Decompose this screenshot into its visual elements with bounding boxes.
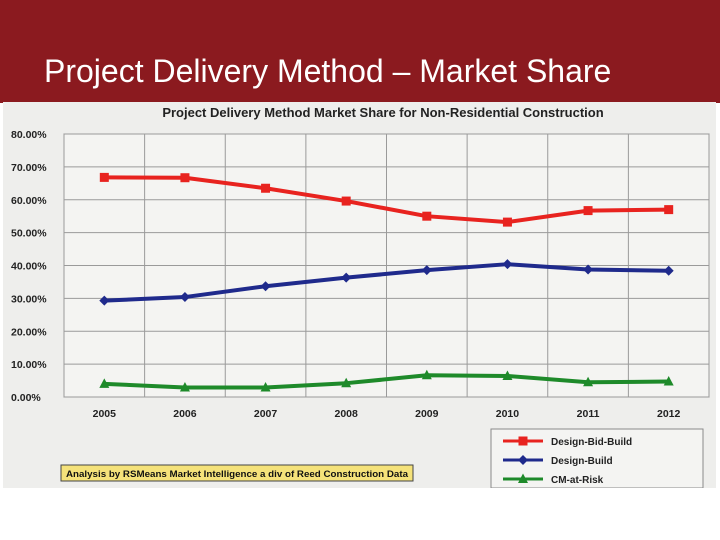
data-point-design-bid-build [502,217,512,227]
x-tick-label: 2012 [657,408,681,420]
data-point-cm-at-risk [502,370,513,380]
data-point-design-bid-build [422,211,432,221]
data-point-cm-at-risk [341,377,352,388]
y-tick-label: 10.00% [11,359,47,371]
data-point-design-build [179,292,190,303]
series-cm-at-risk [99,369,674,392]
y-tick-label: 80.00% [11,129,47,141]
y-tick-label: 70.00% [11,162,47,174]
market-share-chart: Project Delivery Method Market Share for… [11,105,710,488]
y-tick-label: 50.00% [11,228,47,240]
data-point-design-bid-build [180,173,190,183]
legend-marker-cm-at-risk [518,473,528,483]
x-tick-label: 2009 [415,408,439,420]
series-line-cm-at-risk [104,373,669,390]
data-point-cm-at-risk [179,381,190,392]
legend-label-cm-at-risk: CM-at-Risk [551,475,604,486]
data-point-design-bid-build [583,206,593,216]
x-tick-label: 2008 [335,408,359,420]
data-point-design-build [502,259,513,270]
data-point-design-build [99,295,110,306]
data-point-cm-at-risk [663,376,674,386]
y-tick-label: 20.00% [11,326,47,338]
data-point-design-build [341,272,352,283]
chart-panel: Project Delivery Method Market Share for… [3,102,716,488]
x-tick-label: 2011 [577,408,600,420]
source-annotation: Analysis by RSMeans Market Intelligence … [60,464,414,482]
data-point-design-build [421,265,432,276]
x-tick-label: 2006 [173,408,197,420]
legend-label-design-bid-build: Design-Bid-Build [551,437,632,448]
data-point-cm-at-risk [99,378,110,388]
data-point-design-build [583,264,594,275]
x-tick-label: 2005 [93,408,117,420]
legend: Design-Bid-Build Design-Build CM-at-Risk [490,428,704,488]
y-tick-label: 0.00% [11,392,41,404]
data-point-design-build [663,265,674,276]
slide-header: Project Delivery Method – Market Share [0,0,720,103]
x-tick-label: 2007 [254,408,278,420]
data-point-design-bid-build [664,205,674,215]
series-line-design-bid-build [104,175,669,225]
source-annotation-text: Analysis by RSMeans Market Intelligence … [66,469,409,480]
data-point-design-bid-build [99,172,109,182]
series-line-design-build [104,262,669,303]
series-design-bid-build [99,172,674,227]
legend-label-design-build: Design-Build [551,456,613,467]
series-design-build [99,259,674,306]
y-tick-label: 30.00% [11,293,47,305]
source-annotation-box [60,464,414,482]
y-tick-label: 60.00% [11,195,47,207]
data-point-design-bid-build [341,196,351,206]
data-point-cm-at-risk [260,381,271,392]
legend-marker-design-bid-build [518,436,528,446]
y-tick-label: 40.00% [11,261,47,273]
data-point-cm-at-risk [583,376,594,387]
data-point-cm-at-risk [421,369,432,380]
x-tick-label: 2010 [496,408,520,420]
data-point-design-bid-build [261,183,271,193]
legend-marker-design-build [518,455,528,465]
slide-title: Project Delivery Method – Market Share [44,53,612,89]
chart-title: Project Delivery Method Market Share for… [162,105,603,120]
data-point-design-build [260,281,271,292]
